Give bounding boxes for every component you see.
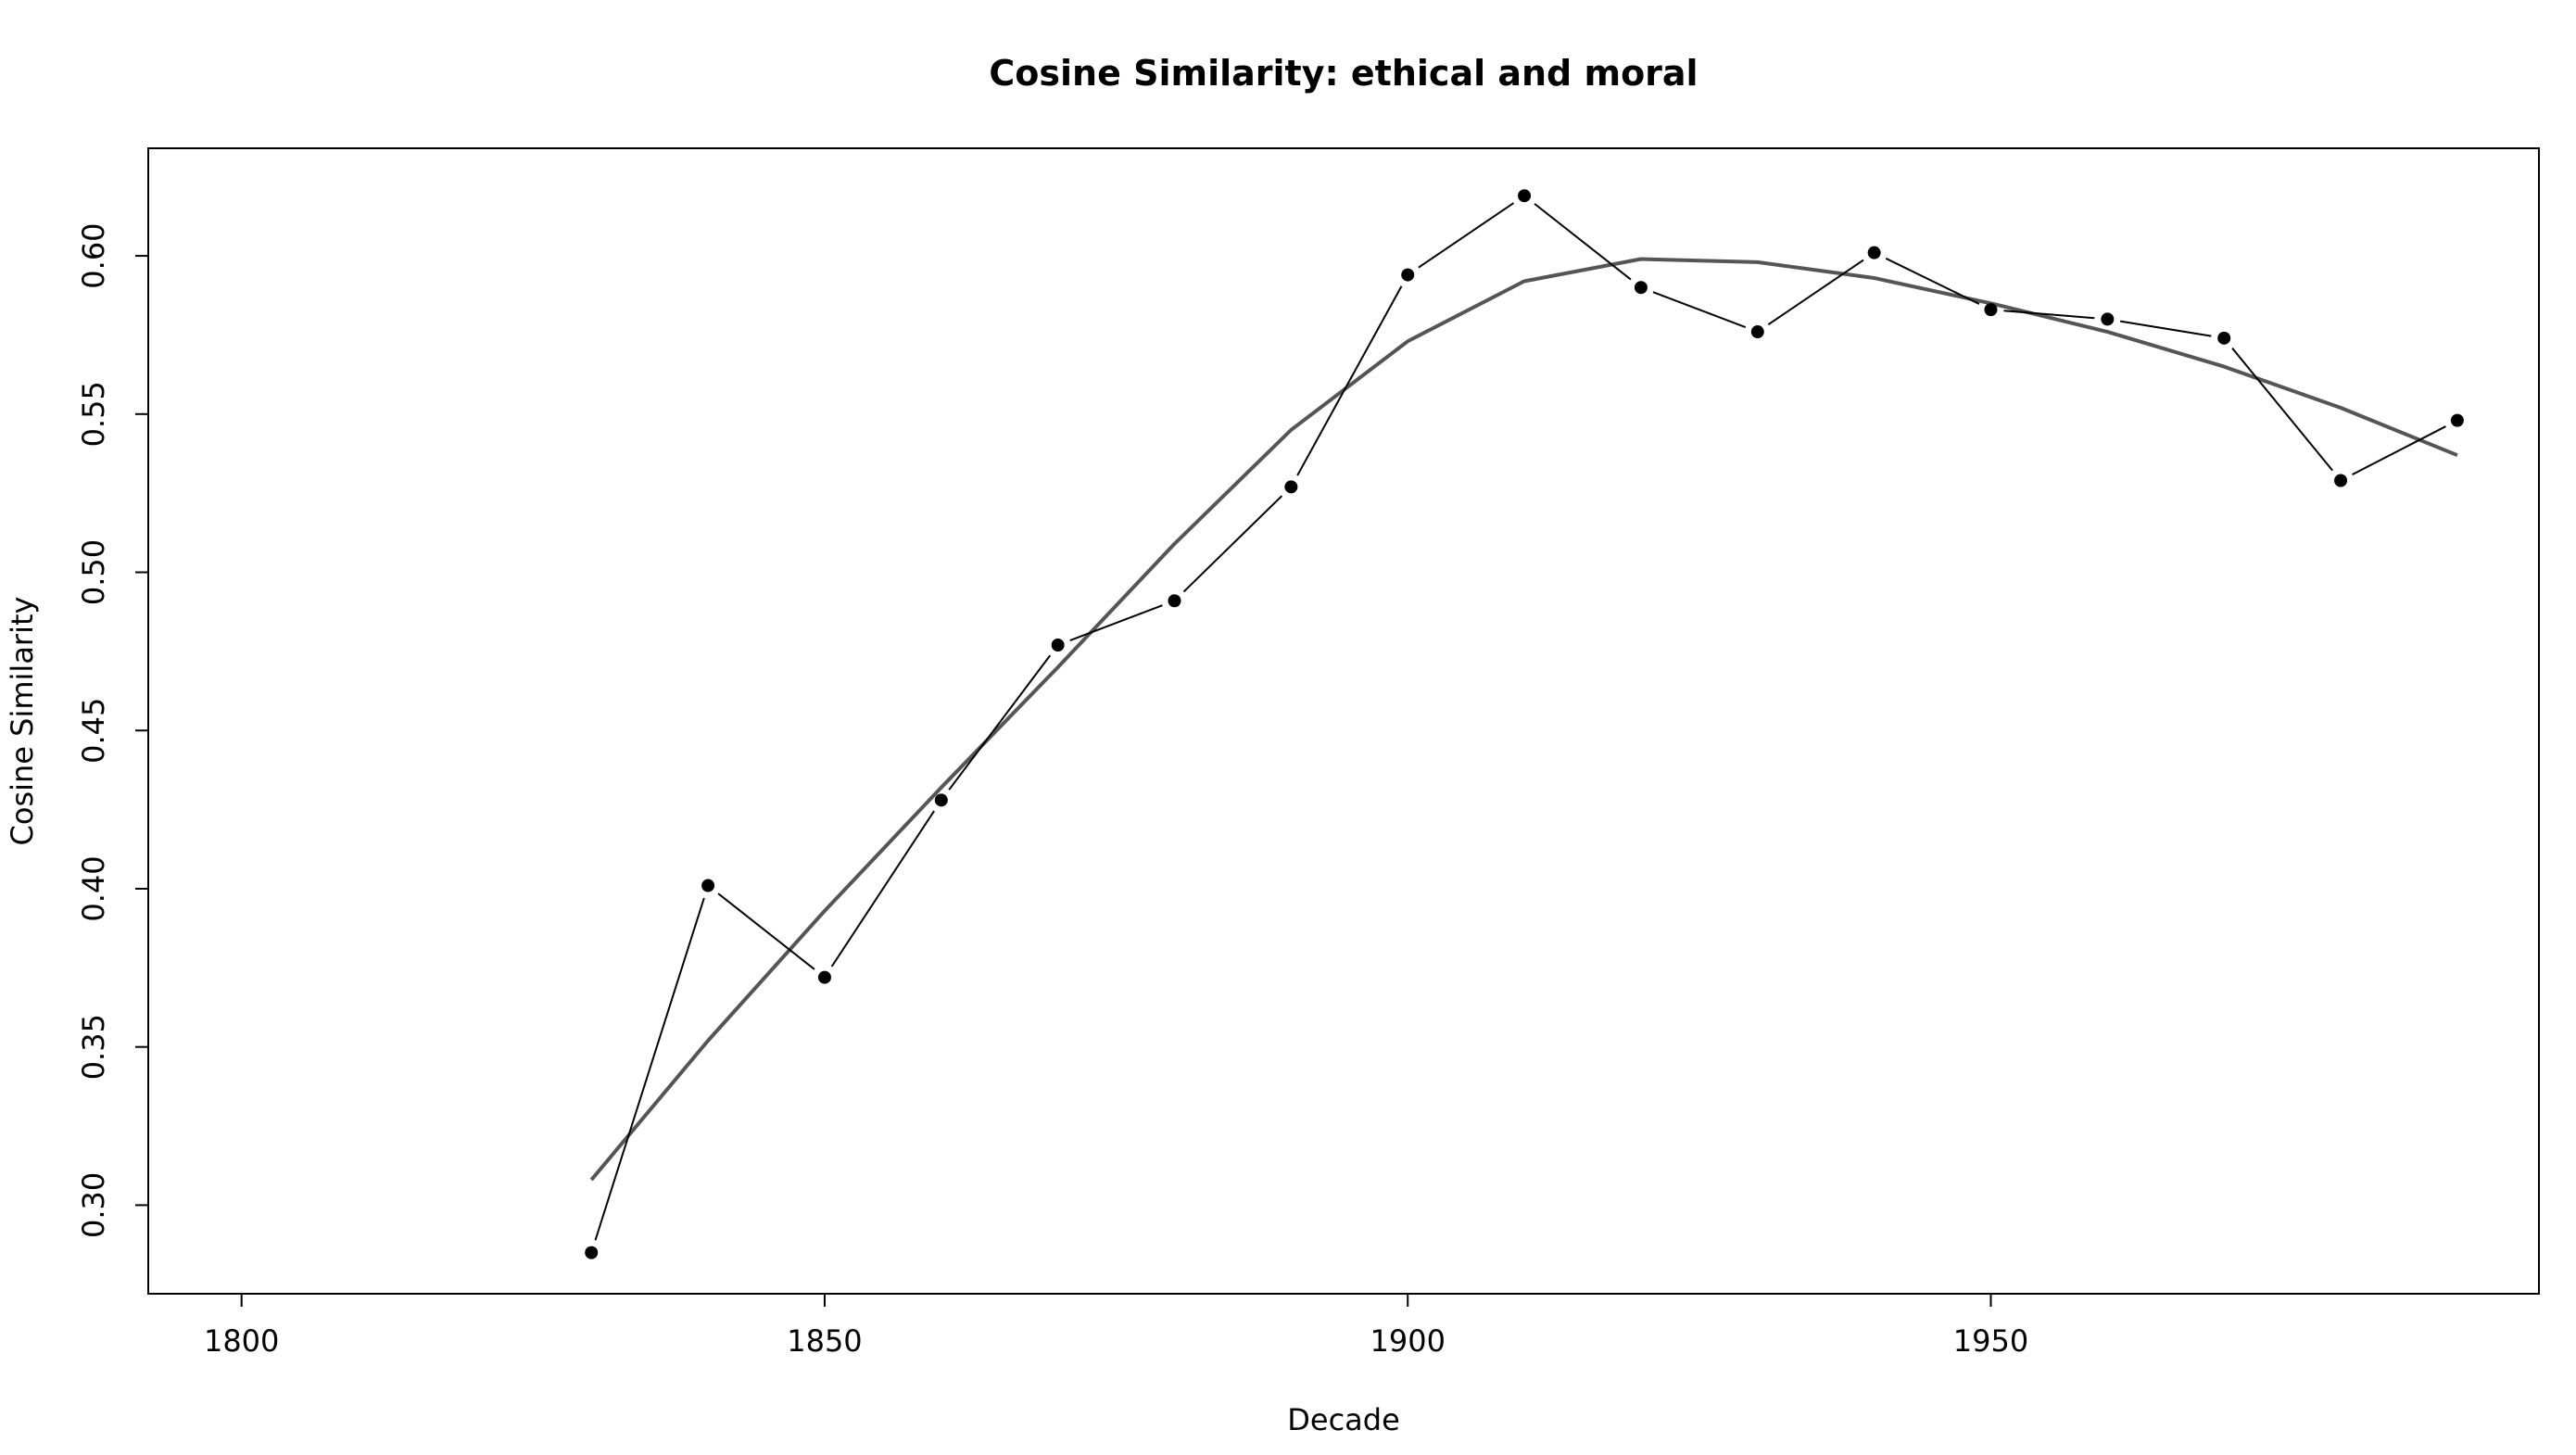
data-point: [1051, 639, 1065, 652]
y-tick-label: 0.40: [76, 855, 111, 921]
y-axis: 0.30 0.35 0.40 0.45 0.50 0.55 0.60: [76, 222, 148, 1238]
observed-line-segment: [1418, 202, 1515, 269]
plot-frame: [147, 147, 2540, 1295]
smoothed-trend-line: [589, 257, 2458, 1182]
data-point: [585, 1246, 599, 1259]
y-tick-label: 0.50: [76, 539, 111, 605]
observed-line-segment: [830, 810, 935, 968]
data-point: [1401, 268, 1415, 282]
observed-line-segment: [2231, 348, 2333, 472]
x-axis: 1800 1850 1900 1950: [204, 1294, 2028, 1359]
data-point: [2334, 474, 2348, 487]
data-point: [1284, 480, 1298, 494]
x-axis-label: Decade: [1287, 1402, 1400, 1437]
data-point: [817, 970, 831, 984]
data-point: [2101, 312, 2115, 326]
data-point: [1168, 594, 1181, 608]
data-point: [934, 793, 948, 807]
data-point: [1750, 325, 1764, 339]
observed-line-segment: [717, 892, 815, 970]
y-axis-label: Cosine Similarity: [5, 597, 40, 846]
y-tick-label: 0.30: [76, 1172, 111, 1238]
x-tick-label: 1800: [204, 1323, 279, 1359]
x-tick-label: 1950: [1953, 1323, 2028, 1359]
observed-line-segment: [1767, 259, 1864, 326]
y-tick-label: 0.35: [76, 1014, 111, 1080]
x-tick-label: 1900: [1370, 1323, 1446, 1359]
observed-line-segment: [1296, 285, 1403, 476]
observed-line-segment: [1885, 257, 1980, 305]
y-tick-label: 0.45: [76, 698, 111, 764]
data-point: [1518, 189, 1532, 203]
data-point: [1984, 303, 1998, 317]
observed-line-segment: [1534, 203, 1632, 281]
chart-title: Cosine Similarity: ethical and moral: [989, 53, 1698, 94]
series-layer: [585, 189, 2464, 1259]
data-point: [1867, 246, 1881, 259]
observed-line-segment: [1182, 495, 1283, 593]
observed-line-segment: [2352, 425, 2446, 475]
data-point: [2217, 331, 2231, 345]
y-tick-label: 0.55: [76, 381, 111, 447]
observed-line-segment: [1652, 291, 1747, 328]
observed-line-segment: [948, 654, 1052, 791]
x-tick-label: 1850: [787, 1323, 862, 1359]
observed-line-segment: [2119, 320, 2212, 337]
observed-line-segment: [594, 897, 705, 1241]
y-tick-label: 0.60: [76, 222, 111, 288]
data-point: [1634, 281, 1648, 295]
observed-line-segment: [2003, 310, 2095, 320]
data-point: [2450, 413, 2464, 427]
data-point: [701, 879, 715, 892]
observed-line-segment: [1069, 604, 1163, 642]
